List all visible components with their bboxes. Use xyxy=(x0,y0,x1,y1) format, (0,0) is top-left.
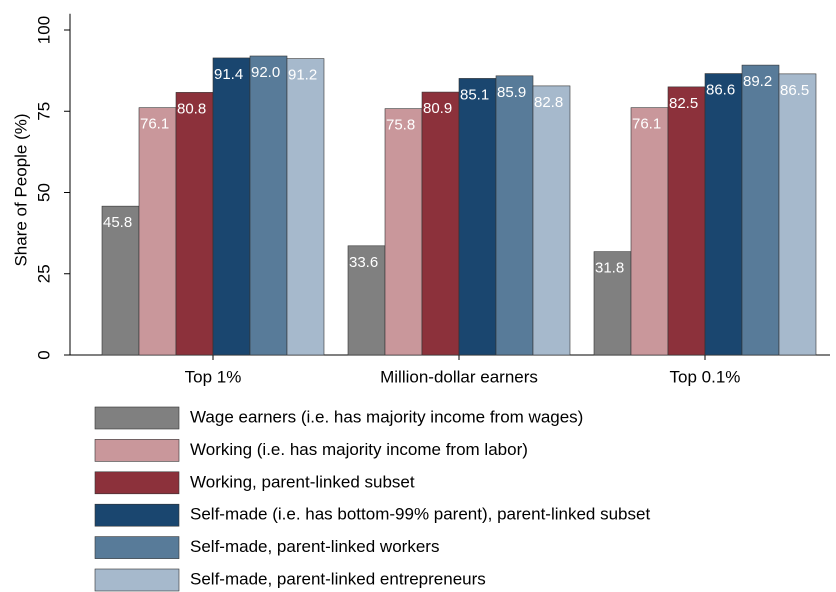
value-label: 75.8 xyxy=(386,117,415,134)
value-label: 80.8 xyxy=(177,100,206,117)
bar xyxy=(347,245,386,356)
value-label: 76.1 xyxy=(632,116,661,133)
y-axis-label: Share of People (%) xyxy=(11,113,30,266)
legend-swatch xyxy=(94,536,180,559)
y-tick-label: 25 xyxy=(34,264,53,283)
bar xyxy=(630,107,669,356)
bar xyxy=(778,73,817,356)
legend-swatch xyxy=(94,406,180,430)
bar xyxy=(138,107,177,356)
value-label: 89.2 xyxy=(743,73,772,90)
value-label: 80.9 xyxy=(423,100,452,117)
legend-swatch xyxy=(94,471,180,495)
y-tick-label: 50 xyxy=(34,183,53,202)
value-label: 91.4 xyxy=(214,66,243,83)
x-tick-label: Top 1% xyxy=(185,367,242,386)
value-label: 45.8 xyxy=(103,214,132,231)
legend-swatch xyxy=(94,503,180,527)
y-tick-label: 0 xyxy=(34,350,53,359)
bar xyxy=(667,86,706,356)
bar xyxy=(384,108,423,356)
bar xyxy=(532,85,571,356)
bar xyxy=(593,251,632,356)
value-label: 85.9 xyxy=(497,84,526,101)
legend-label: Self-made (i.e. has bottom-99% parent), … xyxy=(190,505,650,524)
bar xyxy=(175,92,214,356)
bar xyxy=(249,55,288,356)
value-label: 91.2 xyxy=(288,67,317,84)
value-label: 86.5 xyxy=(780,82,809,99)
legend-label: Working (i.e. has majority income from l… xyxy=(190,440,528,459)
y-tick-label: 100 xyxy=(34,16,53,44)
bar xyxy=(101,205,140,356)
bar xyxy=(212,57,251,356)
value-label: 85.1 xyxy=(460,86,489,103)
bar xyxy=(286,58,325,356)
value-label: 33.6 xyxy=(349,254,378,271)
x-tick-label: Million-dollar earners xyxy=(380,367,538,386)
bar xyxy=(741,64,780,356)
x-tick-label: Top 0.1% xyxy=(670,367,741,386)
legend-swatch xyxy=(94,568,180,592)
legend-label: Working, parent-linked subset xyxy=(190,472,415,491)
legend-label: Wage earners (i.e. has majority income f… xyxy=(190,407,583,426)
legend-label: Self-made, parent-linked workers xyxy=(190,537,439,556)
bar xyxy=(458,78,497,356)
legend-label: Self-made, parent-linked entrepreneurs xyxy=(190,569,486,588)
bar xyxy=(495,75,534,356)
value-label: 92.0 xyxy=(251,64,280,81)
value-label: 76.1 xyxy=(140,116,169,133)
value-label: 86.6 xyxy=(706,82,735,99)
value-label: 82.8 xyxy=(534,94,563,111)
legend-swatch xyxy=(94,439,180,462)
bar xyxy=(421,91,460,356)
bar xyxy=(704,73,743,356)
y-tick-label: 75 xyxy=(34,102,53,121)
value-label: 82.5 xyxy=(669,95,698,112)
value-label: 31.8 xyxy=(595,260,624,277)
